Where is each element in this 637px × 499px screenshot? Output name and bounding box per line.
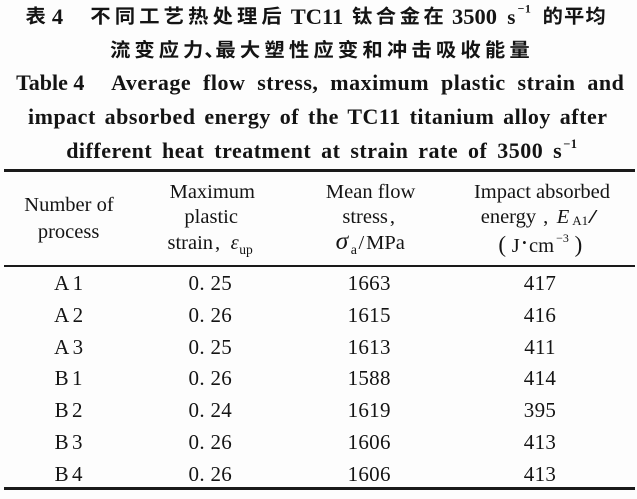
svg-text:3500: 3500 — [452, 4, 497, 29]
svg-text:4: 4 — [52, 4, 63, 29]
svg-text:−1: −1 — [518, 2, 532, 16]
svg-text:TC11: TC11 — [291, 4, 344, 29]
svg-text:s: s — [507, 5, 515, 29]
